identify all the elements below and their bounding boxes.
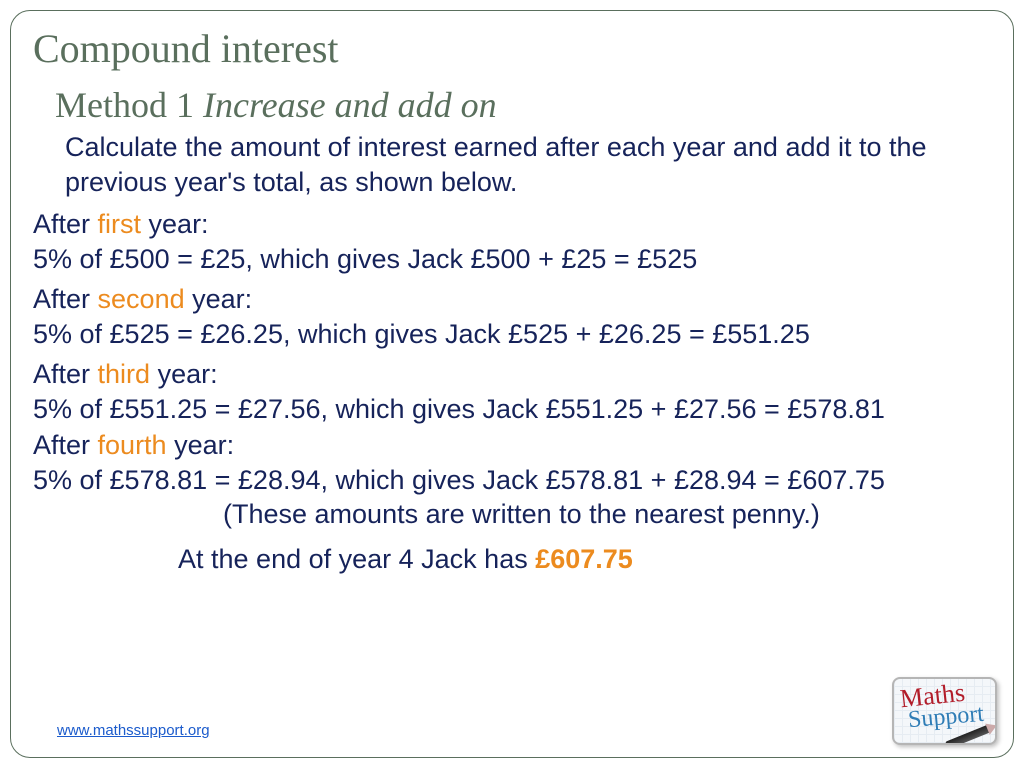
method-subtitle: Increase and add on [203,85,497,125]
method-heading: Method 1 Increase and add on [55,84,991,126]
year-2: After second year: 5% of £525 = £26.25, … [33,282,991,351]
conclusion-text: At the end of year 4 Jack has [178,544,535,574]
year-3: After third year: 5% of £551.25 = £27.56… [33,357,991,426]
slide-frame: Compound interest Method 1 Increase and … [10,10,1014,758]
year-4: After fourth year: 5% of £578.81 = £28.9… [33,428,991,497]
page-title: Compound interest [33,25,991,72]
year-1-suffix: year: [141,209,209,239]
year-1-line: 5% of £500 = £25, which gives Jack £500 … [33,244,697,274]
year-4-line: 5% of £578.81 = £28.94, which gives Jack… [33,465,885,495]
maths-support-logo: Maths Support [892,677,997,745]
conclusion: At the end of year 4 Jack has £607.75 [178,544,991,575]
year-1-prefix: After [33,209,98,239]
year-2-suffix: year: [185,284,253,314]
year-2-prefix: After [33,284,98,314]
rounding-note: (These amounts are written to the neares… [223,499,991,530]
year-4-prefix: After [33,430,98,460]
year-4-suffix: year: [167,430,235,460]
year-3-ordinal: third [98,359,151,389]
method-label: Method 1 [55,85,194,125]
year-2-line: 5% of £525 = £26.25, which gives Jack £5… [33,319,810,349]
footer-link[interactable]: www.mathssupport.org [57,722,210,739]
year-3-prefix: After [33,359,98,389]
year-3-suffix: year: [150,359,218,389]
year-1-ordinal: first [98,209,142,239]
year-1: After first year: 5% of £500 = £25, whic… [33,207,991,276]
year-3-line: 5% of £551.25 = £27.56, which gives Jack… [33,394,885,424]
year-4-ordinal: fourth [98,430,167,460]
year-2-ordinal: second [98,284,185,314]
conclusion-amount: £607.75 [535,544,633,574]
intro-text: Calculate the amount of interest earned … [65,130,973,199]
